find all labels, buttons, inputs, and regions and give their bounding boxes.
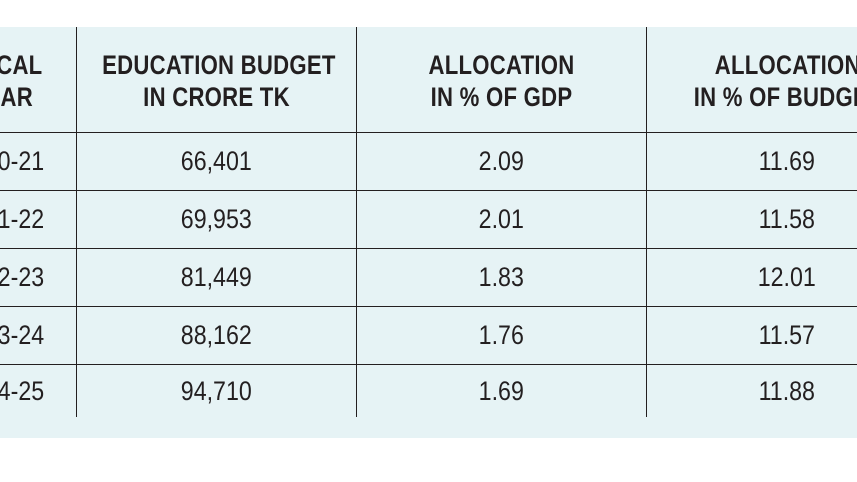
header-line: FISCAL [0, 49, 43, 80]
table-cell: 2.01 [356, 190, 647, 249]
cell-text: 11.88 [759, 375, 816, 406]
table-cell: 11.58 [646, 190, 857, 249]
table-clip: FISCAL YEAR EDUCATION BUDGET IN CRORE TK… [0, 27, 857, 438]
column-header-allocation-gdp: ALLOCATION IN % OF GDP [356, 27, 647, 133]
table-cell: 94,710 [76, 364, 357, 417]
table-cell: 2024-25 [0, 364, 77, 417]
table-cell: 2.09 [356, 132, 647, 191]
column-header-allocation-budget: ALLOCATION IN % OF BUDGET [646, 27, 857, 133]
cell-text: 1.69 [478, 375, 524, 406]
table-cell: 1.69 [356, 364, 647, 417]
header-line: IN % OF GDP [430, 81, 572, 112]
cell-text: 66,401 [180, 146, 252, 176]
table-row: 2023-24 88,162 1.76 11.57 [0, 306, 857, 365]
table-cell: 2022-23 [0, 248, 77, 307]
header-line: EDUCATION BUDGET [101, 49, 336, 80]
column-header-fiscal-year: FISCAL YEAR [0, 27, 77, 133]
table-cell: 66,401 [76, 132, 357, 191]
table-cell: 2021-22 [0, 190, 77, 249]
header-line: ALLOCATION [428, 49, 574, 80]
table-cell: 11.57 [646, 306, 857, 365]
table-cell: 1.83 [356, 248, 647, 307]
cell-text: 1.76 [478, 320, 524, 350]
table-cell: 88,162 [76, 306, 357, 365]
table-cell: 81,449 [76, 248, 357, 307]
header-row: FISCAL YEAR EDUCATION BUDGET IN CRORE TK… [0, 27, 857, 133]
table-cell: 11.69 [646, 132, 857, 191]
cell-text: 94,710 [180, 375, 252, 406]
column-header-education-budget: EDUCATION BUDGET IN CRORE TK [76, 27, 357, 133]
table-cell: 2020-21 [0, 132, 77, 191]
cell-text: 11.58 [759, 204, 816, 234]
cell-text: 2020-21 [0, 146, 45, 176]
table-row: 2021-22 69,953 2.01 11.58 [0, 190, 857, 249]
table-cell: 2023-24 [0, 306, 77, 365]
header-line: YEAR [0, 81, 33, 112]
table-cell: 69,953 [76, 190, 357, 249]
table-row: 2024-25 94,710 1.69 11.88 [0, 364, 857, 418]
cell-text: 2.01 [478, 204, 524, 234]
cell-text: 11.57 [759, 320, 816, 350]
cell-text: 69,953 [180, 204, 252, 234]
table-cell: 11.88 [646, 365, 857, 418]
cell-text: 2024-25 [0, 375, 45, 406]
cell-text: 12.01 [758, 262, 817, 292]
cell-text: 2022-23 [0, 262, 45, 292]
table-cell: 1.76 [356, 306, 647, 365]
header-line: ALLOCATION [714, 49, 857, 80]
header-line: IN % OF BUDGET [693, 81, 857, 112]
cell-text: 2023-24 [0, 320, 45, 350]
header-line: IN CRORE TK [142, 81, 290, 112]
education-budget-table: FISCAL YEAR EDUCATION BUDGET IN CRORE TK… [0, 27, 857, 417]
cell-text: 2021-22 [0, 204, 45, 234]
cell-text: 88,162 [180, 320, 252, 350]
table-panel: FISCAL YEAR EDUCATION BUDGET IN CRORE TK… [0, 27, 857, 438]
table-cell: 12.01 [646, 248, 857, 307]
cell-text: 11.69 [759, 146, 816, 176]
table-row: 2020-21 66,401 2.09 11.69 [0, 132, 857, 191]
cell-text: 2.09 [478, 146, 524, 176]
cell-text: 1.83 [478, 262, 524, 292]
cell-text: 81,449 [180, 262, 252, 292]
table-row: 2022-23 81,449 1.83 12.01 [0, 248, 857, 307]
